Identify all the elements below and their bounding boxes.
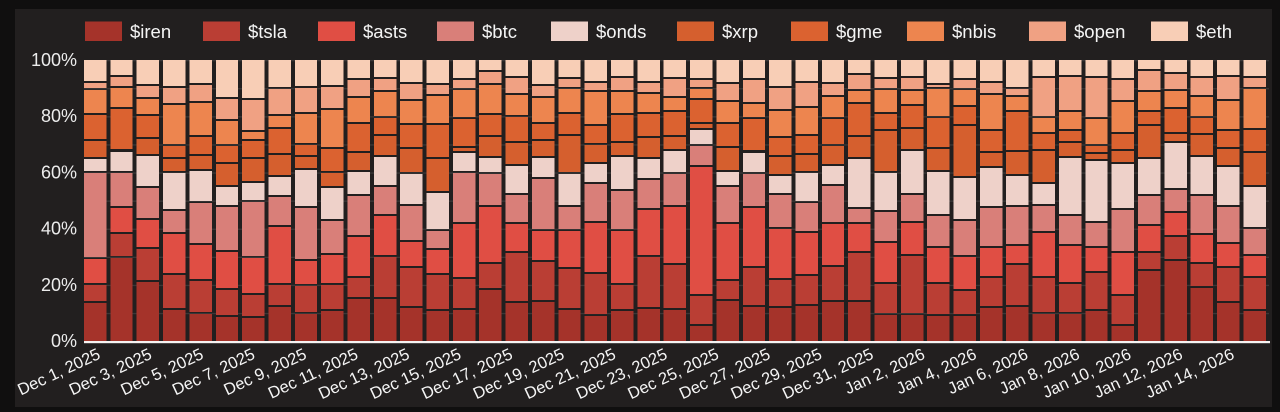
svg-text:40%: 40% <box>41 219 77 239</box>
svg-text:20%: 20% <box>41 275 77 295</box>
svg-text:80%: 80% <box>41 106 77 126</box>
svg-text:$btc: $btc <box>482 21 517 42</box>
svg-text:$eth: $eth <box>1196 21 1232 42</box>
svg-text:$tsla: $tsla <box>248 21 288 42</box>
svg-text:$xrp: $xrp <box>722 21 758 42</box>
svg-text:$onds: $onds <box>596 21 646 42</box>
svg-text:$open: $open <box>1074 21 1125 42</box>
svg-text:$nbis: $nbis <box>952 21 996 42</box>
svg-text:$asts: $asts <box>363 21 407 42</box>
svg-text:$gme: $gme <box>836 21 882 42</box>
svg-text:$iren: $iren <box>130 21 171 42</box>
svg-text:60%: 60% <box>41 162 77 182</box>
svg-text:100%: 100% <box>31 50 77 70</box>
svg-text:0%: 0% <box>51 331 77 351</box>
